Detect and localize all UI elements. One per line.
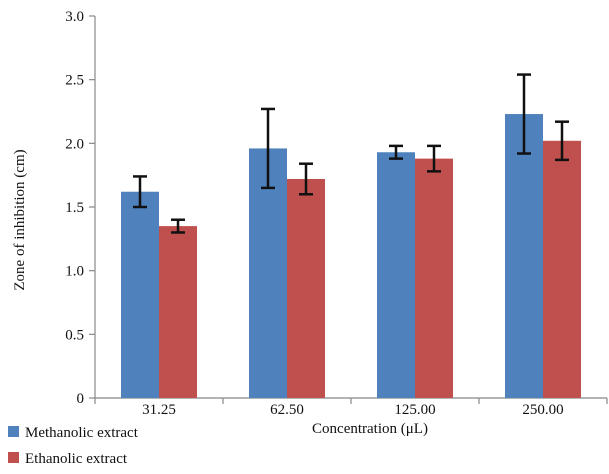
bar bbox=[505, 114, 543, 399]
y-tick-label: 0.5 bbox=[65, 327, 84, 343]
y-tick-label: 2.0 bbox=[65, 136, 84, 152]
bar bbox=[249, 148, 287, 398]
legend: Methanolic extract Ethanolic extract bbox=[8, 425, 139, 467]
bars bbox=[121, 114, 581, 399]
bar bbox=[121, 191, 159, 398]
legend-swatch bbox=[8, 452, 19, 463]
y-axis: 0 0.5 1.0 1.5 2.0 2.5 3.0 bbox=[65, 9, 96, 407]
legend-label: Methanolic extract bbox=[25, 425, 139, 441]
y-tick-label: 3.0 bbox=[65, 9, 84, 25]
x-axis-title: Concentration (μL) bbox=[312, 421, 428, 437]
y-tick-label: 2.5 bbox=[65, 73, 84, 89]
legend-label: Ethanolic extract bbox=[25, 451, 128, 467]
x-axis: 31.25 62.50 125.00 250.00 bbox=[94, 397, 608, 418]
x-tick-label: 250.00 bbox=[522, 402, 563, 418]
x-tick-label: 125.00 bbox=[394, 402, 435, 418]
bar bbox=[287, 178, 325, 398]
x-tick-label: 62.50 bbox=[270, 402, 304, 418]
bar bbox=[415, 158, 453, 398]
y-axis-title: Zone of inhibition (cm) bbox=[12, 149, 28, 290]
bar bbox=[377, 152, 415, 398]
x-tick-label: 31.25 bbox=[142, 402, 176, 418]
y-tick-label: 1.0 bbox=[65, 264, 84, 280]
bar bbox=[159, 226, 197, 398]
y-tick-label: 0 bbox=[77, 391, 85, 407]
legend-swatch bbox=[8, 426, 19, 437]
error-bars bbox=[133, 73, 569, 234]
bar bbox=[543, 140, 581, 398]
y-tick-label: 1.5 bbox=[65, 200, 84, 216]
